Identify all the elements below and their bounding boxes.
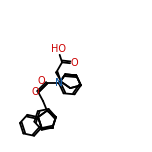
Text: O: O: [37, 76, 45, 86]
Text: O: O: [71, 58, 78, 68]
Text: HO: HO: [51, 44, 66, 54]
Text: N: N: [55, 78, 63, 88]
Text: O: O: [31, 87, 39, 97]
Polygon shape: [56, 71, 61, 82]
Text: N: N: [55, 78, 63, 88]
